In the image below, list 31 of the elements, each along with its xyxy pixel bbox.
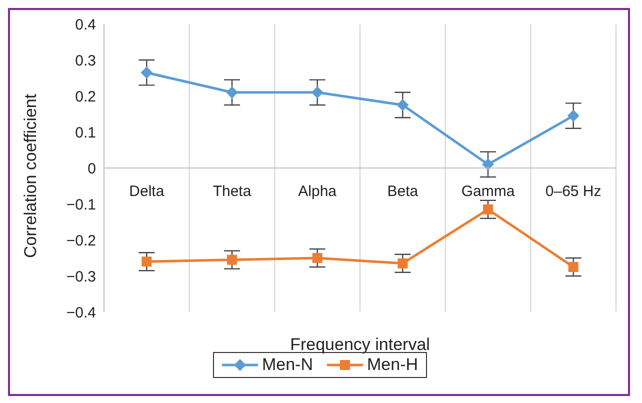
y-tick-label: 0.3 [75, 52, 96, 70]
point [140, 66, 153, 79]
point [483, 204, 493, 214]
y-tick-label: 0.1 [75, 124, 96, 142]
x-tick-label: Gamma [461, 183, 516, 200]
x-tick-label: Theta [212, 183, 252, 200]
point [312, 253, 322, 263]
x-axis-title: Frequency interval [290, 335, 430, 354]
legend-label: Men-N [260, 355, 313, 375]
x-tick-label: 0–65 Hz [545, 183, 602, 200]
y-axis-title: Correlation coefficient [21, 94, 40, 258]
point [398, 258, 408, 268]
y-tick-label: −0.1 [66, 196, 96, 214]
point [142, 256, 152, 267]
y-tick-label: 0.4 [75, 16, 96, 34]
y-tick-label: −0.4 [66, 304, 96, 322]
point [567, 110, 580, 122]
x-tick-label: Beta [387, 183, 419, 200]
x-tick-label: Alpha [298, 183, 338, 200]
point [568, 262, 578, 272]
legend-label: Men-H [366, 355, 418, 375]
point [396, 99, 409, 111]
point [311, 86, 324, 98]
point [227, 254, 237, 265]
y-tick-label: 0 [88, 160, 96, 178]
y-tick-label: −0.2 [66, 232, 96, 250]
point [482, 158, 494, 170]
y-tick-label: 0.2 [75, 88, 96, 106]
y-tick-label: −0.3 [66, 268, 96, 286]
x-tick-label: Delta [129, 183, 165, 200]
point [226, 86, 238, 98]
